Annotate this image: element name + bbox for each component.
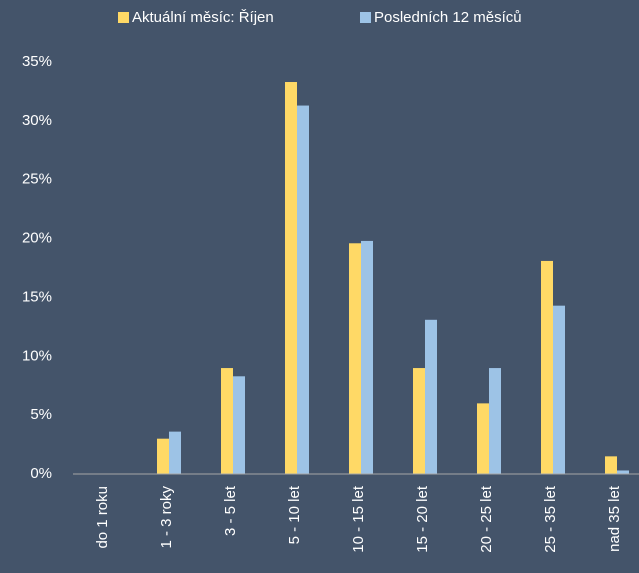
bar [413, 368, 425, 474]
bar [477, 403, 489, 474]
x-tick-label: 1 - 3 roky [158, 486, 175, 549]
bar [169, 431, 181, 474]
bar [361, 240, 373, 474]
x-tick-label: 3 - 5 let [222, 485, 239, 536]
bar [297, 105, 309, 474]
bar [349, 243, 361, 474]
y-tick-label: 10% [22, 347, 52, 364]
x-tick-label: nad 35 let [606, 485, 623, 552]
x-tick-label: do 1 roku [94, 486, 111, 549]
bar [553, 305, 565, 474]
bar [617, 470, 629, 474]
y-tick-label: 20% [22, 230, 52, 247]
bar [233, 376, 245, 474]
bar [541, 260, 553, 474]
bar [285, 82, 297, 475]
legend-label: Aktuální měsíc: Říjen [132, 9, 274, 26]
y-tick-label: 5% [30, 406, 52, 423]
x-tick-label: 10 - 15 let [350, 485, 367, 553]
y-tick-label: 15% [22, 288, 52, 305]
legend-swatch [360, 12, 371, 23]
bar [425, 319, 437, 474]
bar [489, 368, 501, 474]
y-tick-label: 25% [22, 171, 52, 188]
bar [605, 456, 617, 474]
bar [157, 438, 169, 474]
y-tick-label: 0% [30, 465, 52, 482]
x-tick-label: 5 - 10 let [286, 485, 303, 544]
x-tick-label: 20 - 25 let [478, 485, 495, 553]
x-tick-label: 25 - 35 let [542, 485, 559, 553]
y-tick-label: 30% [22, 112, 52, 129]
legend-label: Posledních 12 měsíců [374, 9, 522, 26]
bar [221, 368, 233, 474]
x-tick-label: 15 - 20 let [414, 485, 431, 553]
y-tick-label: 35% [22, 53, 52, 70]
legend-swatch [118, 12, 129, 23]
